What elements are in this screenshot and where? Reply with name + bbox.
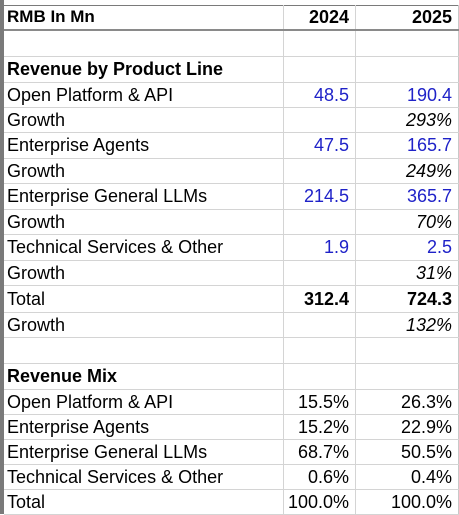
row-label-cell[interactable]: Open Platform & API	[4, 390, 284, 414]
mix-section-title[interactable]: Revenue Mix	[4, 364, 284, 389]
table-row: Technical Services & Other 0.6% 0.4%	[4, 465, 459, 490]
row-label-cell[interactable]: Enterprise General LLMs	[4, 184, 284, 209]
table-row: Growth 70%	[4, 210, 459, 235]
value-2024-cell[interactable]	[284, 210, 356, 234]
mix-2025-cell[interactable]: 0.4%	[356, 465, 459, 489]
growth-2025-cell[interactable]: 293%	[356, 108, 459, 132]
total-2024-cell[interactable]: 312.4	[284, 286, 356, 312]
mix-2024-cell[interactable]: 100.0%	[284, 490, 356, 514]
total-2025-cell[interactable]: 724.3	[356, 286, 459, 312]
mix-2025-cell[interactable]: 100.0%	[356, 490, 459, 514]
empty-cell[interactable]	[356, 57, 459, 82]
growth-2025-cell[interactable]: 249%	[356, 159, 459, 183]
mix-2024-cell[interactable]: 68.7%	[284, 440, 356, 464]
header-row: RMB In Mn 2024 2025	[4, 5, 459, 31]
row-label-cell[interactable]: Growth	[4, 210, 284, 234]
mix-2024-cell[interactable]: 15.5%	[284, 390, 356, 414]
mix-2024-cell[interactable]: 15.2%	[284, 415, 356, 439]
table-row: Open Platform & API 48.5 190.4	[4, 83, 459, 108]
table-row: Growth 31%	[4, 261, 459, 286]
row-label-cell[interactable]: Growth	[4, 159, 284, 183]
table-row: Growth 293%	[4, 108, 459, 133]
empty-cell[interactable]	[4, 338, 284, 363]
empty-cell[interactable]	[356, 31, 459, 56]
total-label-cell[interactable]: Total	[4, 286, 284, 312]
value-2024-cell[interactable]	[284, 108, 356, 132]
value-2025-cell[interactable]: 365.7	[356, 184, 459, 209]
top-border	[0, 0, 459, 6]
empty-cell[interactable]	[284, 57, 356, 82]
growth-2025-cell[interactable]: 132%	[356, 313, 459, 337]
cell-grid: RMB In Mn 2024 2025 Revenue by Product L…	[4, 5, 459, 515]
mix-2025-cell[interactable]: 26.3%	[356, 390, 459, 414]
blank-row	[4, 338, 459, 364]
row-label-cell[interactable]: Technical Services & Other	[4, 465, 284, 489]
units-header-cell[interactable]: RMB In Mn	[4, 5, 284, 29]
empty-cell[interactable]	[284, 364, 356, 389]
value-2024-cell[interactable]: 1.9	[284, 235, 356, 260]
row-gutter	[0, 0, 4, 514]
empty-cell[interactable]	[284, 31, 356, 56]
row-label-cell[interactable]: Open Platform & API	[4, 83, 284, 107]
value-2024-cell[interactable]	[284, 313, 356, 337]
mix-2025-cell[interactable]: 22.9%	[356, 415, 459, 439]
table-row: Enterprise General LLMs 214.5 365.7	[4, 184, 459, 210]
mix-total-row: Total 100.0% 100.0%	[4, 490, 459, 515]
value-2024-cell[interactable]	[284, 261, 356, 285]
table-row: Technical Services & Other 1.9 2.5	[4, 235, 459, 261]
mix-2025-cell[interactable]: 50.5%	[356, 440, 459, 464]
mix-2024-cell[interactable]: 0.6%	[284, 465, 356, 489]
row-label-cell[interactable]: Growth	[4, 261, 284, 285]
section-header-row: Revenue by Product Line	[4, 57, 459, 83]
row-label-cell[interactable]: Enterprise Agents	[4, 415, 284, 439]
row-label-cell[interactable]: Growth	[4, 108, 284, 132]
revenue-section-title[interactable]: Revenue by Product Line	[4, 57, 284, 82]
total-row: Total 312.4 724.3	[4, 286, 459, 313]
value-2025-cell[interactable]: 190.4	[356, 83, 459, 107]
empty-cell[interactable]	[356, 338, 459, 363]
empty-cell[interactable]	[284, 338, 356, 363]
row-label-cell[interactable]: Technical Services & Other	[4, 235, 284, 260]
value-2025-cell[interactable]: 2.5	[356, 235, 459, 260]
growth-2025-cell[interactable]: 31%	[356, 261, 459, 285]
row-label-cell[interactable]: Enterprise Agents	[4, 133, 284, 158]
row-label-cell[interactable]: Total	[4, 490, 284, 514]
total-growth-row: Growth 132%	[4, 313, 459, 338]
growth-2025-cell[interactable]: 70%	[356, 210, 459, 234]
value-2024-cell[interactable]	[284, 159, 356, 183]
value-2024-cell[interactable]: 48.5	[284, 83, 356, 107]
value-2025-cell[interactable]: 165.7	[356, 133, 459, 158]
year-2024-header-cell[interactable]: 2024	[284, 5, 356, 29]
table-row: Enterprise General LLMs 68.7% 50.5%	[4, 440, 459, 465]
year-2025-header-cell[interactable]: 2025	[356, 5, 459, 29]
section-header-row: Revenue Mix	[4, 364, 459, 390]
value-2024-cell[interactable]: 47.5	[284, 133, 356, 158]
table-row: Enterprise Agents 47.5 165.7	[4, 133, 459, 159]
row-label-cell[interactable]: Growth	[4, 313, 284, 337]
empty-cell[interactable]	[4, 31, 284, 56]
blank-row	[4, 31, 459, 57]
empty-cell[interactable]	[356, 364, 459, 389]
table-row: Growth 249%	[4, 159, 459, 184]
value-2024-cell[interactable]: 214.5	[284, 184, 356, 209]
row-label-cell[interactable]: Enterprise General LLMs	[4, 440, 284, 464]
table-row: Enterprise Agents 15.2% 22.9%	[4, 415, 459, 440]
table-row: Open Platform & API 15.5% 26.3%	[4, 390, 459, 415]
